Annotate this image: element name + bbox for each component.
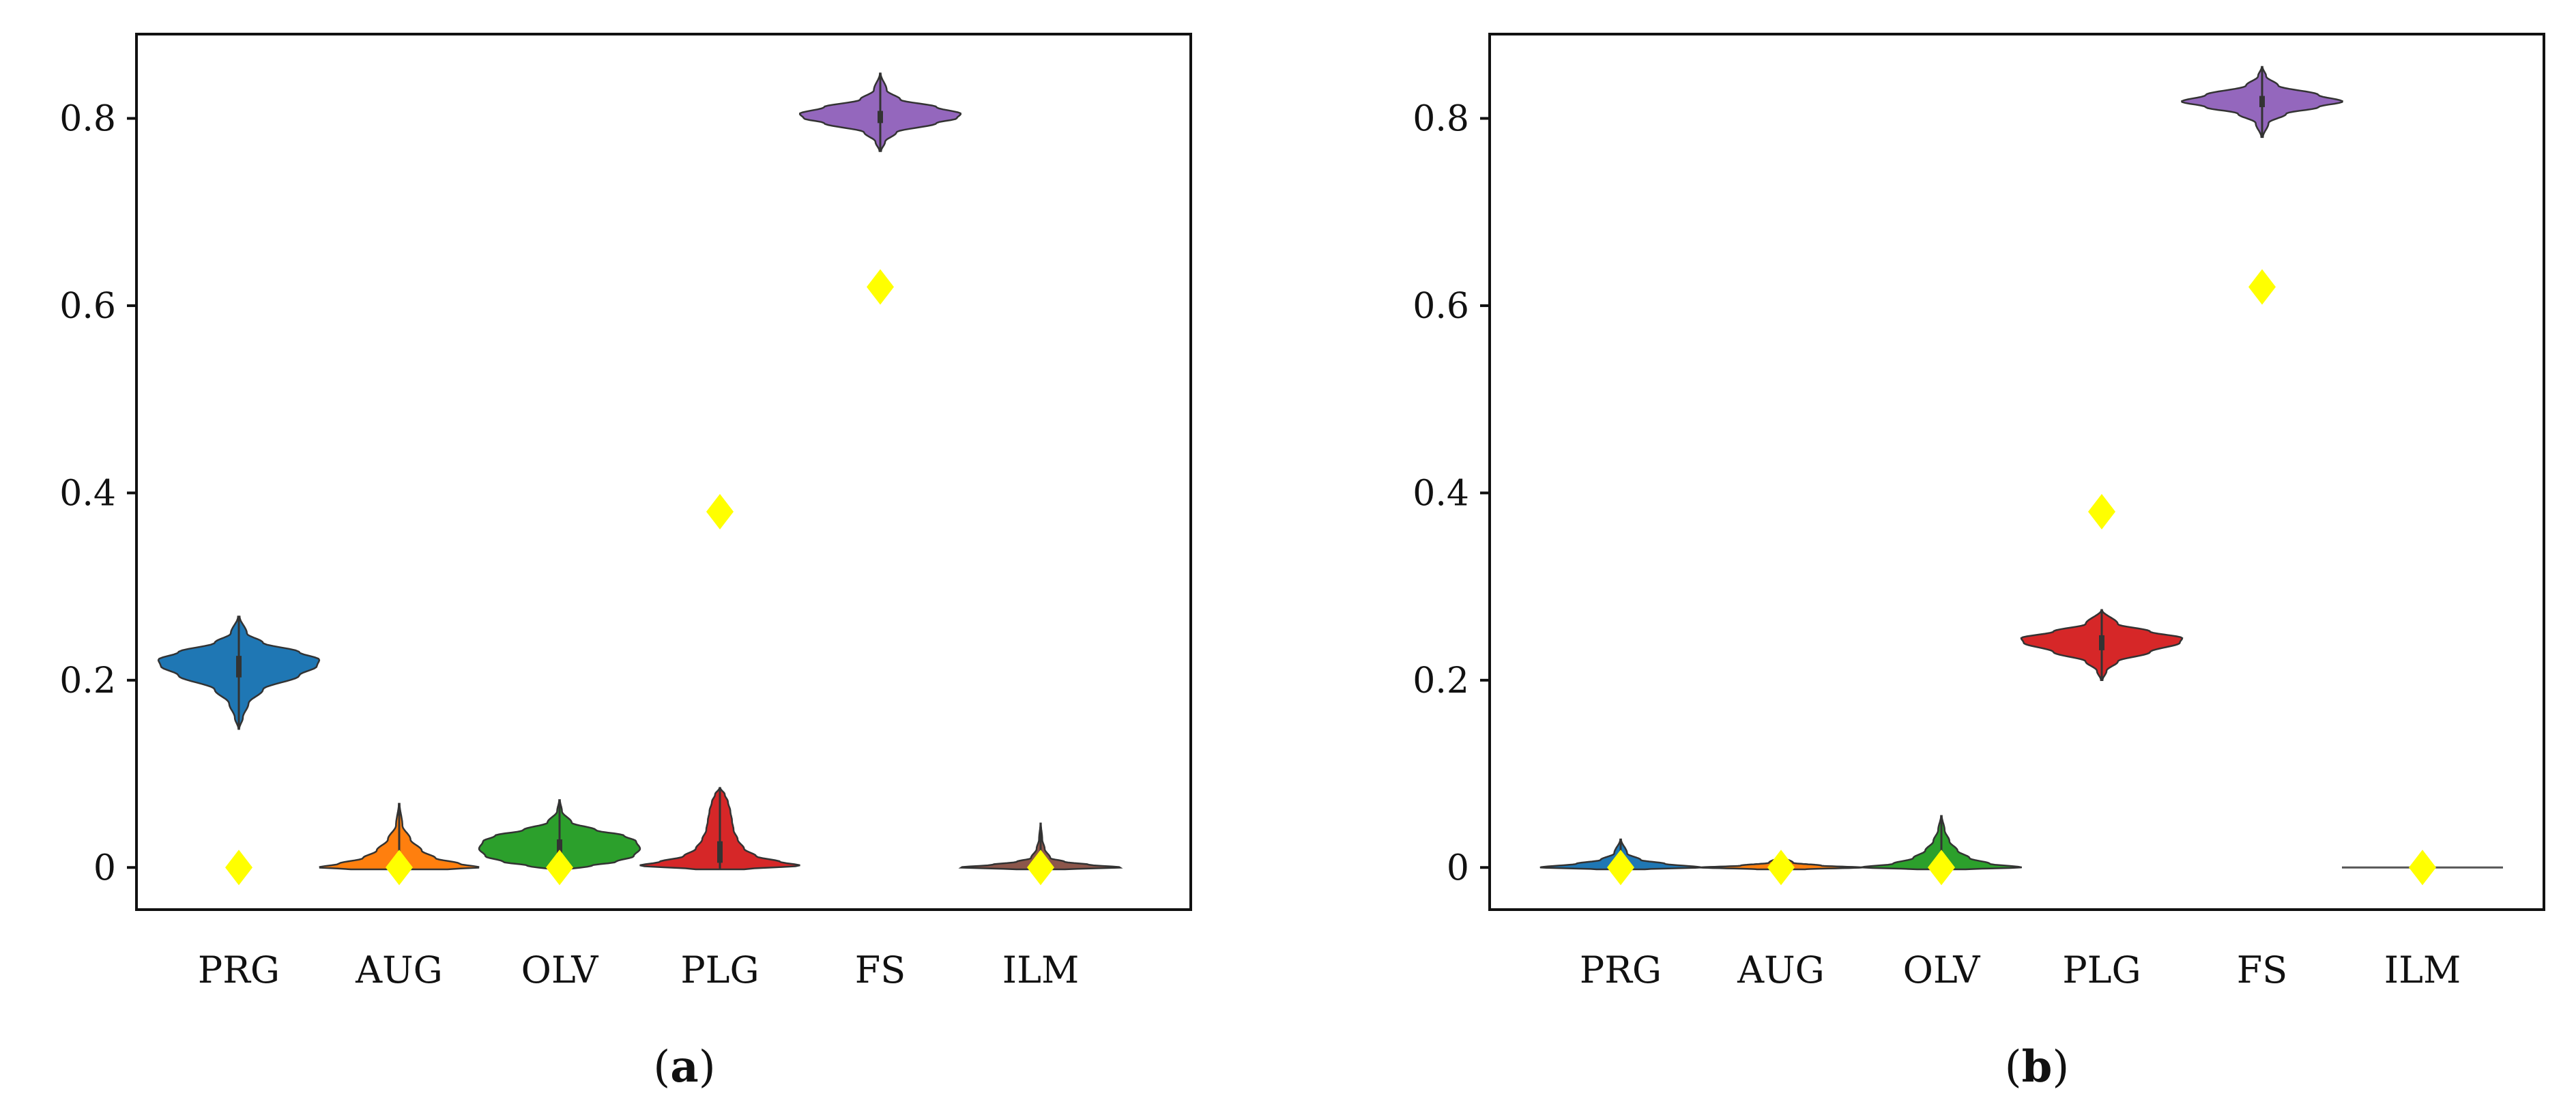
reference-marker-fs bbox=[2248, 269, 2276, 305]
violin-fs bbox=[798, 72, 962, 305]
x-tick-label: PLG bbox=[680, 949, 759, 992]
x-tick-label: AUG bbox=[355, 949, 443, 992]
reference-marker-plg bbox=[2088, 493, 2115, 530]
x-tick-label: PLG bbox=[2062, 949, 2141, 992]
violin-plg bbox=[2020, 493, 2184, 682]
x-tick-label: FS bbox=[2237, 949, 2287, 992]
reference-marker-aug bbox=[1767, 850, 1795, 886]
violin-iqr-box bbox=[2099, 635, 2104, 650]
panel-caption: (a) bbox=[653, 1041, 715, 1092]
reference-marker-plg bbox=[706, 493, 734, 530]
reference-marker-olv bbox=[546, 850, 573, 886]
x-tick-label: AUG bbox=[1737, 949, 1825, 992]
violin-iqr-box bbox=[236, 656, 242, 678]
violin-fs bbox=[2180, 66, 2344, 305]
violin-plg bbox=[639, 493, 800, 871]
violin-prg bbox=[157, 616, 321, 886]
violin-ilm bbox=[2342, 850, 2503, 886]
reference-marker-ilm bbox=[2409, 850, 2436, 886]
y-tick-label: 0.4 bbox=[1413, 473, 1469, 514]
violin-iqr-box bbox=[878, 111, 883, 124]
reference-marker-olv bbox=[1928, 850, 1955, 886]
violin-iqr-box bbox=[717, 841, 723, 863]
plot-frame bbox=[1488, 33, 2545, 911]
violin-olv bbox=[478, 799, 641, 886]
violin-aug bbox=[319, 802, 480, 886]
chart-panel-b: 0 0.2 0.4 0.6 0.8 PRG AUG OLV PLG FS ILM (b) bbox=[1413, 33, 2545, 1092]
x-tick-label: ILM bbox=[2384, 949, 2461, 992]
violin-ilm bbox=[958, 822, 1123, 886]
chart-panel-a: 0 0.2 0.4 0.6 0.8 PRG AUG OLV PLG FS ILM (a) bbox=[59, 33, 1192, 1092]
reference-marker-prg bbox=[1607, 850, 1634, 886]
y-tick-label: 0.4 bbox=[59, 473, 116, 514]
x-tick-label: PRG bbox=[198, 949, 280, 992]
x-tick-label: ILM bbox=[1002, 949, 1079, 992]
x-tick-label: OLV bbox=[521, 949, 599, 992]
violin-aug bbox=[1699, 850, 1863, 886]
panel-caption: (b) bbox=[2005, 1041, 2070, 1092]
x-tick-label: OLV bbox=[1903, 949, 1981, 992]
y-tick-label: 0 bbox=[1447, 848, 1469, 888]
y-tick-label: 0.8 bbox=[59, 98, 116, 139]
y-tick-label: 0.6 bbox=[59, 286, 116, 327]
reference-marker-prg bbox=[225, 850, 252, 886]
violin-iqr-box bbox=[557, 839, 562, 856]
y-tick-label: 0.6 bbox=[1413, 286, 1469, 327]
violin-prg bbox=[1539, 838, 1702, 886]
y-tick-label: 0.8 bbox=[1413, 98, 1469, 139]
x-tick-label: FS bbox=[855, 949, 906, 992]
violin-olv bbox=[1860, 815, 2023, 886]
reference-marker-fs bbox=[867, 269, 894, 305]
panel-caption-letter: a bbox=[670, 1041, 698, 1092]
x-tick-label: PRG bbox=[1580, 949, 1662, 992]
y-tick-label: 0.2 bbox=[1413, 661, 1469, 701]
plot-frame bbox=[135, 33, 1192, 911]
reference-marker-aug bbox=[386, 850, 413, 886]
y-tick-label: 0.2 bbox=[59, 661, 116, 701]
violin-iqr-box bbox=[2259, 96, 2265, 108]
reference-marker-ilm bbox=[1027, 850, 1054, 886]
y-tick-label: 0 bbox=[93, 848, 116, 888]
panel-caption-letter: b bbox=[2022, 1041, 2053, 1092]
